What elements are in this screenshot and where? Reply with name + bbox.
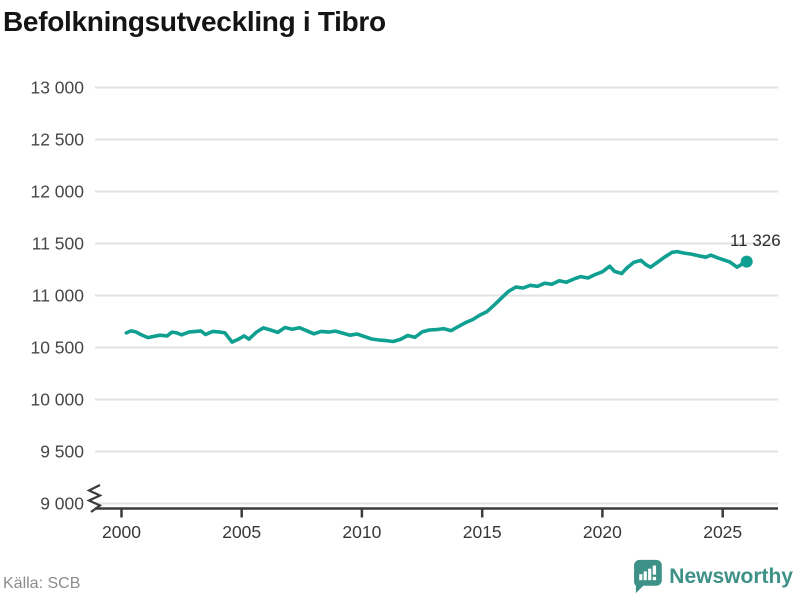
source-credit: Källa: SCB <box>3 575 81 592</box>
y-tick-label: 11 500 <box>32 234 84 254</box>
y-tick-label: 9 500 <box>40 442 84 462</box>
newsworthy-wordmark: Newsworthy <box>669 564 793 588</box>
population-line-chart: 9 000 9 500 10 000 10 500 11 000 11 500 12 000… <box>30 78 781 543</box>
x-tick-label: 2020 <box>583 522 622 542</box>
axis-break-mark <box>86 484 103 513</box>
newsworthy-logo: Newsworthy <box>631 558 793 595</box>
bar-chart-glyph <box>639 574 643 581</box>
x-tick-label: 2025 <box>703 522 742 542</box>
y-tick-label: 9 000 <box>40 494 84 514</box>
y-tick-label: 10 500 <box>30 338 84 358</box>
last-value-marker <box>740 255 753 268</box>
chart-title: Befolkningsutveckling i Tibro <box>3 6 386 37</box>
x-tick-label: 2000 <box>102 522 141 542</box>
population-series-line <box>124 249 749 344</box>
y-tick-label: 10 000 <box>30 390 84 410</box>
x-tick-label: 2010 <box>342 522 381 542</box>
exclamation-glyph <box>653 565 657 575</box>
y-tick-label: 13 000 <box>30 78 84 98</box>
last-value-annotation: 11 326 <box>730 231 781 250</box>
y-tick-label: 12 500 <box>30 130 84 150</box>
x-tick-label: 2005 <box>222 522 261 542</box>
x-tick-label: 2015 <box>463 522 502 542</box>
newsworthy-bubble-icon <box>634 559 663 594</box>
y-tick-label: 12 000 <box>30 182 84 202</box>
y-tick-label: 11 000 <box>32 286 84 306</box>
